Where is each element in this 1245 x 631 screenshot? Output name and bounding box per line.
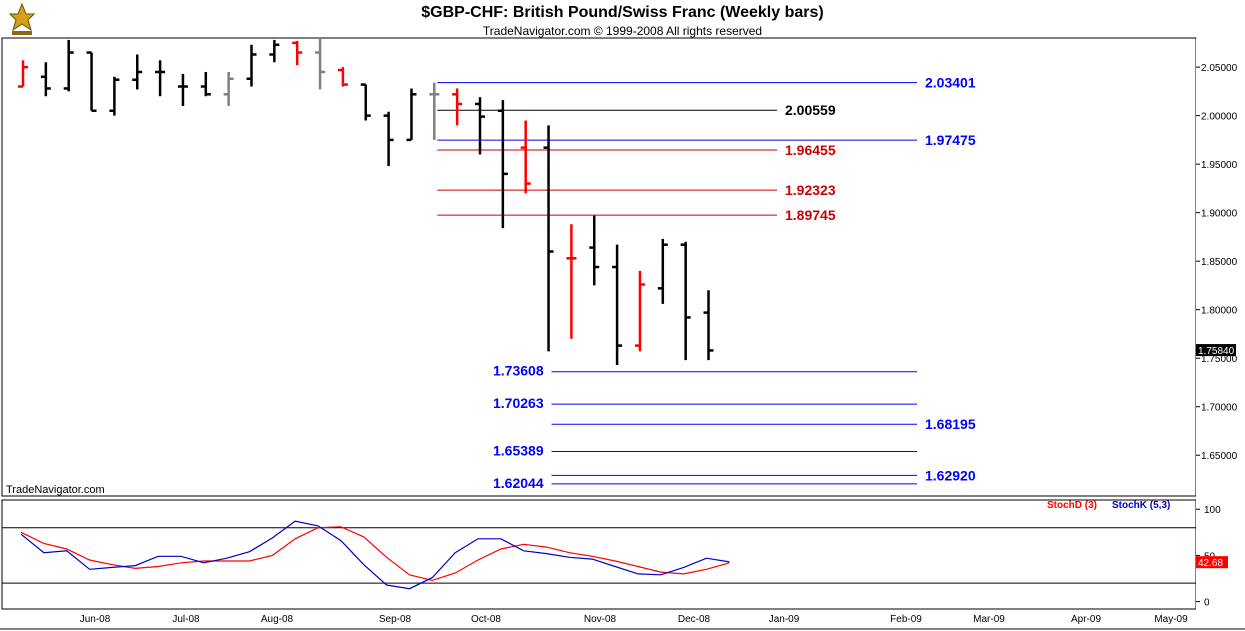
stoch-axis-tick-label: 0 — [1204, 598, 1210, 609]
level-label: 1.92323 — [785, 182, 836, 198]
stoch-value-marker — [1196, 556, 1228, 569]
x-axis-tick-label: Jun-08 — [80, 614, 111, 625]
stoch-panel-frame — [1, 499, 1197, 610]
chart-title: $GBP-CHF: British Pound/Swiss Franc (Wee… — [421, 4, 824, 21]
price-axis-tick-label: 1.95000 — [1201, 160, 1238, 171]
x-axis-tick-label: Nov-08 — [584, 614, 617, 625]
x-axis-tick-label: Mar-09 — [973, 614, 1005, 625]
last-price-marker — [1196, 344, 1236, 357]
x-axis-tick-label: Dec-08 — [678, 614, 711, 625]
level-label: 1.62920 — [925, 467, 976, 483]
level-label: 2.00559 — [785, 102, 836, 118]
x-axis-tick-label: Feb-09 — [890, 614, 922, 625]
level-label: 1.89745 — [785, 207, 836, 223]
x-axis-tick-label: Oct-08 — [471, 614, 501, 625]
price-axis-tick-label: 1.80000 — [1201, 306, 1238, 317]
last-price-label: 1.75840 — [1198, 346, 1235, 357]
x-axis-tick-label: Jul-08 — [172, 614, 200, 625]
level-label: 1.97475 — [925, 132, 976, 148]
price-axis-tick-label: 1.85000 — [1201, 257, 1238, 268]
x-axis-tick-label: May-09 — [1154, 614, 1188, 625]
level-label: 1.70263 — [493, 395, 544, 411]
price-axis-tick-label: 1.70000 — [1201, 403, 1238, 414]
level-label: 1.96455 — [785, 142, 836, 158]
price-axis-tick-label: 1.65000 — [1201, 451, 1238, 462]
stoch-k-legend: StochK (5,3) — [1112, 500, 1170, 511]
stoch-d-legend: StochD (3) — [1047, 500, 1097, 511]
price-axis-background — [1196, 38, 1244, 629]
chart-subtitle: TradeNavigator.com © 1999-2008 All right… — [482, 24, 763, 38]
level-label: 1.73608 — [493, 363, 544, 379]
level-label: 1.68195 — [925, 416, 976, 432]
level-label: 1.65389 — [493, 442, 544, 458]
level-label: 1.62044 — [493, 475, 544, 491]
price-axis-tick-label: 1.90000 — [1201, 209, 1238, 220]
level-label: 2.03401 — [925, 75, 976, 91]
price-axis-tick-label: 2.05000 — [1201, 63, 1238, 74]
price-axis-tick-label: 1.75000 — [1201, 354, 1238, 365]
price-axis-tick-label: 2.00000 — [1201, 112, 1238, 123]
stoch-axis-tick-label: 100 — [1204, 505, 1221, 516]
x-axis-tick-label: Jan-09 — [769, 614, 800, 625]
x-axis-tick-label: Sep-08 — [379, 614, 412, 625]
watermark: TradeNavigator.com — [6, 484, 105, 496]
stoch-series-line — [20, 520, 730, 590]
x-axis-tick-label: Aug-08 — [261, 614, 294, 625]
stoch-series-line — [20, 526, 730, 582]
x-axis-tick-label: Apr-09 — [1071, 614, 1101, 625]
stoch-value-label: 42.68 — [1198, 558, 1223, 569]
trade-navigator-logo-icon — [6, 2, 38, 36]
